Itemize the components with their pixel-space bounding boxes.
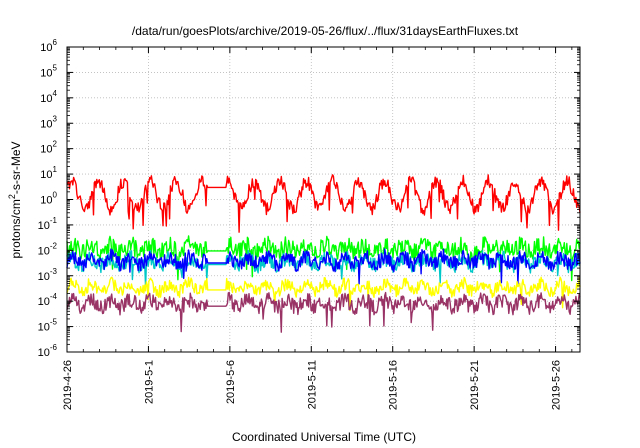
y-tick-label: 10-2 — [38, 241, 58, 257]
x-axis-label: Coordinated Universal Time (UTC) — [232, 430, 416, 444]
y-tick-label-base: 10 — [40, 144, 52, 156]
series-line — [66, 248, 581, 285]
y-tick-label: 10-6 — [38, 343, 58, 359]
series-line — [66, 276, 581, 312]
x-tick-label: 2019-4-26 — [62, 360, 74, 410]
y-tick-label-base: 10 — [38, 347, 50, 359]
y-tick-label-exp: -5 — [50, 318, 58, 327]
x-tick-label: 2019-5-1 — [143, 360, 155, 404]
series-layer — [66, 174, 581, 333]
x-tick-label: 2019-5-11 — [306, 360, 318, 409]
y-tick-label-base: 10 — [40, 67, 52, 79]
y-tick-label-base: 10 — [38, 220, 50, 232]
y-tick-label-base: 10 — [40, 195, 52, 207]
y-tick-label-exp: -6 — [50, 343, 58, 352]
y-tick-label-exp: -3 — [50, 267, 58, 276]
y-axis-label-rest: -s-sr-MeV — [9, 141, 23, 194]
y-axis: 10-610-510-410-310-210-11001011021031041… — [38, 38, 580, 359]
y-tick-label-base: 10 — [40, 118, 52, 130]
y-axis-label: protons/cm2-s-sr-MeV — [7, 141, 23, 258]
y-tick-label-exp: 3 — [53, 114, 58, 123]
y-axis-label-sup: 2 — [7, 194, 17, 199]
y-tick-label-base: 10 — [38, 322, 50, 334]
series-line — [66, 174, 581, 233]
y-tick-label-exp: 2 — [53, 140, 58, 149]
y-tick-label-exp: -2 — [50, 241, 58, 250]
y-tick-label-exp: 6 — [53, 38, 58, 47]
y-axis-label-base: protons/cm — [9, 199, 23, 258]
y-tick-label-base: 10 — [40, 93, 52, 105]
y-tick-label-base: 10 — [38, 271, 50, 283]
y-tick-label: 10-5 — [38, 318, 58, 334]
y-tick-label-exp: 0 — [53, 191, 58, 200]
y-tick-label: 106 — [40, 38, 57, 54]
y-tick-label: 105 — [40, 63, 57, 79]
x-tick-label: 2019-5-6 — [225, 360, 237, 404]
y-tick-label: 103 — [40, 114, 57, 130]
y-tick-label: 10-3 — [38, 267, 58, 283]
y-tick-label-exp: 5 — [53, 63, 58, 72]
y-tick-label: 10-1 — [38, 216, 58, 232]
y-tick-label-base: 10 — [40, 42, 52, 54]
y-tick-label-base: 10 — [38, 245, 50, 257]
series-line — [66, 235, 581, 282]
chart-title: /data/run/goesPlots/archive/2019-05-26/f… — [132, 24, 519, 38]
y-tick-label-base: 10 — [40, 169, 52, 181]
y-tick-label: 102 — [40, 140, 57, 156]
series-line — [66, 291, 581, 333]
x-tick-label: 2019-5-21 — [469, 360, 481, 410]
y-tick-label-exp: -4 — [50, 292, 58, 301]
x-tick-label: 2019-5-26 — [551, 360, 563, 410]
y-tick-label-exp: 1 — [53, 165, 58, 174]
y-tick-label-base: 10 — [38, 296, 50, 308]
y-tick-label: 100 — [40, 191, 57, 207]
y-tick-label-exp: 4 — [53, 89, 58, 98]
y-tick-label: 101 — [40, 165, 57, 181]
x-tick-label: 2019-5-16 — [388, 360, 400, 410]
y-tick-label: 10-4 — [38, 292, 58, 308]
y-tick-label: 104 — [40, 89, 57, 105]
y-tick-label-exp: -1 — [50, 216, 58, 225]
x-axis: 2019-4-26 2019-5-1 2019-5-6 2019-5-11 2019-5… — [62, 47, 573, 410]
